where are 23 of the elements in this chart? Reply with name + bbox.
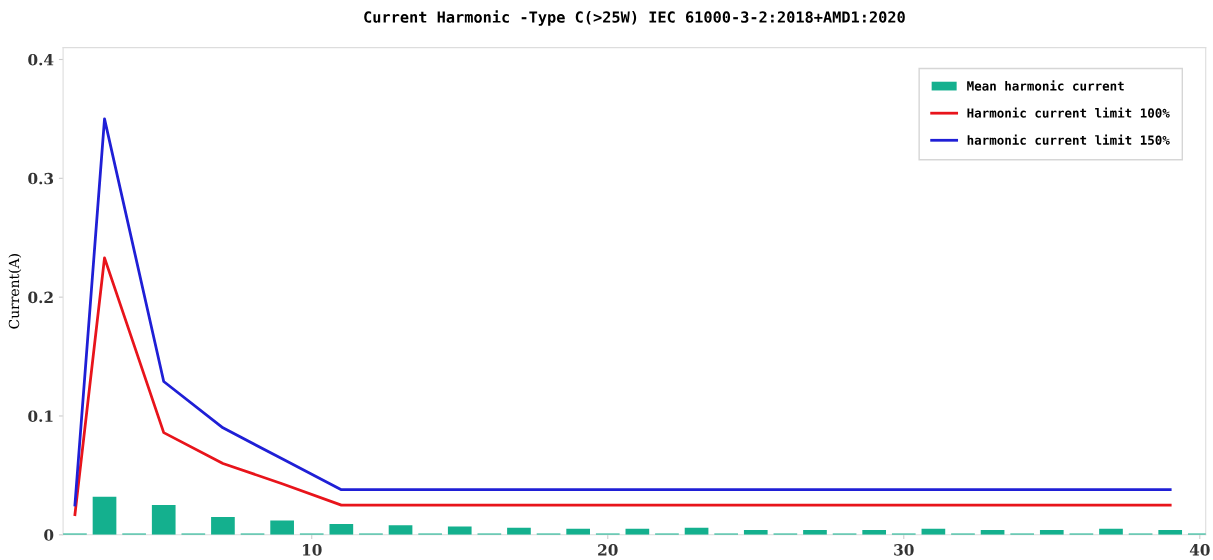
bar [270, 520, 294, 535]
x-tick-label: 20 [598, 544, 618, 556]
legend-label: Harmonic current limit 100% [967, 107, 1170, 118]
bar [151, 505, 176, 535]
legend-label: harmonic current limit 150% [967, 134, 1170, 145]
y-tick-label: 0 [44, 529, 54, 541]
bar [211, 516, 235, 535]
line-series [73, 256, 1172, 516]
y-axis-title: Current(A) [8, 254, 22, 329]
bar [447, 526, 472, 535]
bar [92, 496, 117, 535]
y-tick-label: 0.2 [28, 291, 53, 304]
x-tick-label: 10 [302, 544, 322, 556]
y-tick-label: 0.3 [28, 172, 54, 185]
y-tick-label: 0.4 [28, 53, 54, 66]
bar [388, 525, 413, 535]
y-tick-label: 0.1 [28, 410, 53, 422]
x-tick-label: 30 [894, 544, 914, 556]
x-tick-label: 40 [1189, 544, 1210, 556]
legend-label: Mean harmonic current [967, 80, 1124, 91]
bar [329, 524, 354, 535]
chart-title: Current Harmonic -Type C(>25W) IEC 61000-3-2:2018+AMD1:2020 [364, 10, 905, 26]
line-series [73, 117, 1172, 507]
